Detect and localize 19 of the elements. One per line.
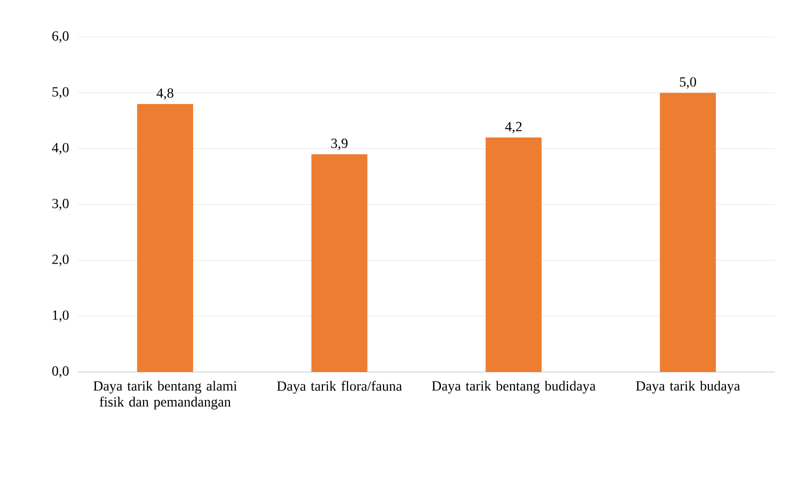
- data-label: 4,2: [505, 122, 522, 134]
- y-tick-label: 0,0: [52, 366, 69, 378]
- bar: [311, 154, 368, 372]
- y-tick-label: 3,0: [52, 198, 69, 210]
- x-tick-label: Daya tarik bentang budidaya: [432, 380, 596, 394]
- y-tick-label: 4,0: [52, 142, 69, 154]
- y-tick-label: 1,0: [52, 310, 69, 322]
- y-tick-label: 2,0: [52, 254, 69, 266]
- bar: [486, 137, 542, 372]
- x-tick-label: Daya tarik bentang alami fisik dan pemandangan: [93, 380, 237, 410]
- bar: [660, 92, 716, 372]
- x-tick-label: Daya tarik flora/fauna: [277, 380, 402, 394]
- y-tick-label: 5,0: [52, 87, 69, 99]
- data-label: 4,8: [156, 88, 174, 100]
- bar: [137, 104, 194, 372]
- x-tick-label: Daya tarik budaya: [636, 380, 740, 394]
- data-label: 3,9: [331, 138, 348, 150]
- data-label: 5,0: [680, 77, 696, 89]
- y-tick-label: 6,0: [52, 31, 69, 43]
